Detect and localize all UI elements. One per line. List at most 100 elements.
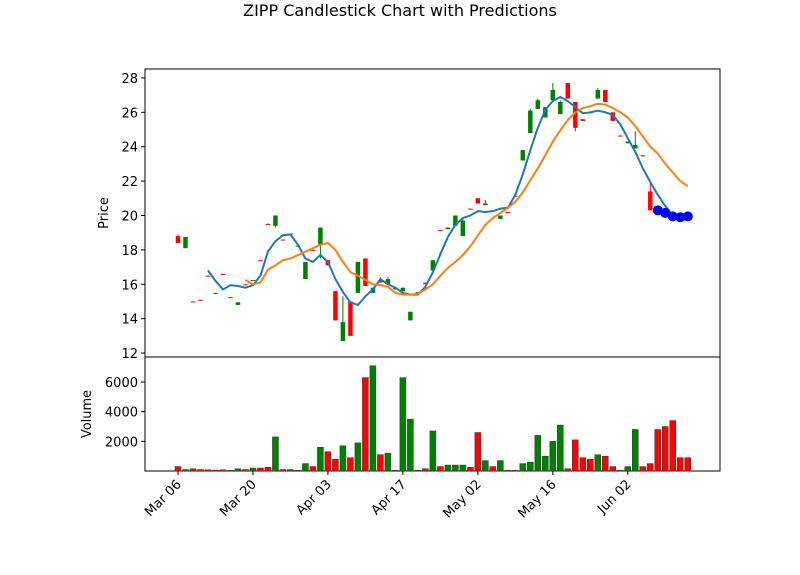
volume-bar [557, 424, 564, 472]
volume-bar [669, 420, 677, 472]
candle-body [453, 215, 458, 226]
volume-bar [497, 460, 504, 472]
candle-body [303, 261, 308, 280]
candle-body [468, 208, 473, 210]
candle-body [183, 236, 188, 249]
candle-body [265, 224, 271, 226]
candle-body [505, 212, 511, 214]
candle-body [243, 284, 248, 286]
y-tick-label: 18 [121, 244, 138, 259]
volume-bar [227, 470, 234, 472]
y-tick-label: 22 [121, 175, 138, 190]
candle-body [423, 282, 428, 285]
candle-body [648, 191, 653, 211]
candle-body [228, 297, 233, 299]
volume-bar [489, 466, 497, 472]
volume-bar [362, 377, 369, 472]
prediction-point [682, 211, 693, 222]
chart-title: ZIPP Candlestick Chart with Predictions [243, 1, 557, 20]
moving-average-line [207, 95, 688, 307]
candle-body [280, 239, 286, 241]
volume-bar [684, 457, 692, 472]
volume-bar [204, 469, 212, 472]
candle-body [640, 155, 646, 157]
candle-body [385, 279, 391, 285]
candle-body [625, 141, 631, 144]
volume-bar [572, 439, 579, 472]
candle-body [333, 291, 338, 321]
volume-bar [392, 470, 399, 472]
volume-bar [182, 469, 189, 472]
volume-bar [407, 418, 414, 472]
candle-body [190, 301, 196, 303]
volume-bar [354, 442, 362, 472]
prediction-point [667, 211, 678, 222]
candle-body [408, 311, 413, 321]
volume-bar [257, 467, 264, 472]
volume-bar [564, 468, 572, 472]
volume-bar [594, 454, 602, 472]
volume-bar [332, 458, 339, 472]
candle-body [445, 227, 451, 230]
candle-body [550, 89, 556, 101]
candle-body [310, 249, 316, 251]
candle-body [520, 150, 526, 161]
volume-bar [549, 441, 557, 472]
volume-bar [632, 429, 639, 472]
candle-body [528, 110, 533, 133]
volume-bar [617, 470, 624, 472]
volume-bar [452, 464, 459, 472]
candle-body [595, 89, 601, 99]
candle-body [438, 230, 443, 232]
candle-body [558, 102, 563, 115]
candle-body [235, 302, 241, 305]
volume-bar [414, 470, 422, 472]
volume-bar [369, 365, 377, 472]
volume-bar [519, 463, 527, 472]
volume-bar [459, 464, 467, 472]
prediction-point [660, 207, 671, 218]
candle-body [498, 215, 503, 219]
volume-bar [339, 445, 347, 472]
volume-bar [624, 466, 632, 472]
volume-bar [662, 426, 669, 472]
volume-bar [279, 469, 287, 472]
volume-bar [534, 435, 542, 472]
volume-bar [429, 430, 437, 472]
volume-bar [654, 429, 662, 472]
volume-bar [324, 451, 332, 472]
volume-bar [272, 436, 279, 472]
candle-body [475, 198, 481, 204]
volume-tick-label: 4000 [105, 406, 138, 421]
volume-bar [219, 469, 227, 472]
volume-bar [527, 461, 534, 472]
y-axis-label: Price [97, 197, 112, 229]
candle-body [535, 100, 541, 109]
candle-body [318, 227, 323, 245]
price-panel-frame [144, 68, 721, 358]
volume-tick-label: 6000 [105, 376, 138, 391]
y-tick-label: 28 [121, 72, 138, 87]
y-tick-label: 26 [121, 106, 138, 121]
volume-bar [437, 466, 444, 472]
x-tick-label: Mar 20 [217, 477, 260, 520]
volume-bar [542, 455, 549, 472]
volume-bar [647, 463, 654, 472]
volume-bar [197, 469, 204, 472]
volume-bar [384, 452, 392, 472]
candle-body [250, 279, 256, 281]
volume-bar [377, 454, 384, 472]
volume-bar [264, 467, 272, 472]
x-tick-label: Apr 17 [369, 477, 410, 518]
candle-body [483, 203, 488, 206]
candle-body [378, 280, 383, 283]
volume-bar [212, 469, 219, 472]
x-tick-label: Mar 06 [142, 477, 185, 520]
candle-body [618, 135, 623, 137]
candle-body [258, 260, 263, 262]
candle-body [213, 292, 218, 294]
volume-bar [579, 457, 587, 472]
volume-tick-label: 2000 [105, 435, 138, 450]
x-tick-label: Apr 03 [294, 477, 335, 518]
x-tick-label: Jun 02 [594, 477, 634, 517]
